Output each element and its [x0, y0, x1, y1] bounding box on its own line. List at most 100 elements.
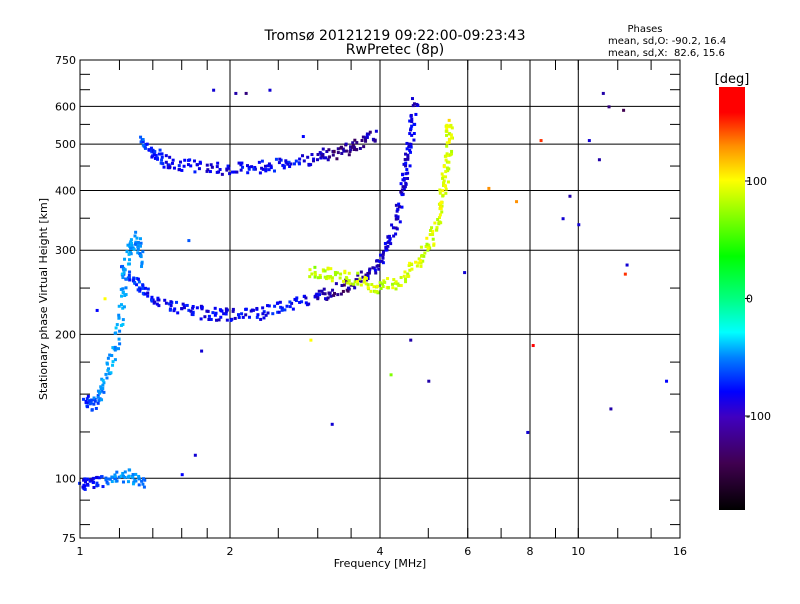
trace-point-X [441, 176, 445, 180]
trace-point-O-lower [409, 127, 413, 131]
trace-point-O-upper [250, 165, 254, 169]
trace-point-O-lower [384, 248, 388, 252]
trace-point-X [435, 226, 439, 230]
trace-point-X [313, 273, 317, 277]
trace-point-O-lower [261, 306, 265, 310]
trace-point-O-lower [135, 276, 139, 280]
trace-point-O-lower [347, 286, 351, 290]
trace-point-X [419, 264, 423, 268]
trace-point-O-upper [363, 136, 367, 140]
trace-point-X [445, 166, 449, 170]
trace-point-O-lower [176, 311, 180, 315]
trace-point-O-upper [239, 168, 243, 172]
trace-point-X [439, 205, 443, 209]
trace-point-O-upper [160, 152, 164, 156]
trace-point-O-upper [186, 163, 190, 167]
trace-point-O-upper [371, 137, 375, 141]
trace-point-O-upper [344, 142, 348, 146]
trace-point-low [117, 316, 121, 320]
trace-point-bottom [106, 482, 110, 486]
trace-point-X [433, 221, 437, 225]
trace-point-O-lower [141, 286, 145, 290]
trace-point-low [105, 362, 109, 366]
trace-point-O-lower [255, 306, 259, 310]
scatter-point [526, 430, 530, 434]
trace-point-X [414, 260, 418, 264]
trace-point-X [335, 271, 339, 275]
trace-point-X [326, 266, 330, 270]
trace-point-O-upper [189, 164, 193, 168]
scatter-point [609, 407, 613, 411]
trace-point-O-lower [395, 209, 399, 213]
scatter-point [409, 338, 413, 342]
trace-point-O-lower [329, 294, 333, 298]
trace-point-O-upper [164, 160, 168, 164]
colorbar-ticks: 100 0 -100 [745, 175, 771, 423]
trace-point-O-lower [250, 308, 254, 312]
trace-point-O-upper [351, 141, 355, 145]
trace-point-low [104, 372, 108, 376]
trace-point-O-upper [266, 164, 270, 168]
trace-point-X [313, 275, 317, 279]
trace-point-O-upper [353, 146, 357, 150]
trace-point-O-upper [263, 164, 267, 168]
trace-point-O-lower [404, 152, 408, 156]
trace-point-X [450, 136, 454, 140]
trace-point-O-lower [224, 310, 228, 314]
trace-point-O-upper [206, 168, 210, 172]
trace-point-O-upper [239, 163, 243, 167]
trace-point-O-lower [128, 278, 132, 282]
trace-point-X [446, 124, 450, 128]
trace-point-O-lower [336, 293, 340, 297]
trace-point-O-upper [319, 156, 323, 160]
trace-point-O-lower [359, 279, 363, 283]
trace-point-X [437, 222, 441, 226]
trace-point-O-lower [229, 318, 233, 322]
trace-point-bottom [131, 473, 135, 477]
trace-point-X [420, 254, 424, 258]
trace-point-O-lower [163, 298, 167, 302]
trace-point-O-lower [143, 286, 147, 290]
trace-point-O-lower [359, 270, 363, 274]
trace-point-low [132, 247, 136, 251]
trace-point-O-upper [284, 160, 288, 164]
trace-point-O-upper [235, 170, 239, 174]
trace-point-X [383, 280, 387, 284]
trace-point-O-upper [139, 140, 143, 144]
trace-point-O-upper [306, 155, 310, 159]
trace-point-O-lower [136, 277, 140, 281]
trace-point-O-lower [155, 302, 159, 306]
trace-point-X [447, 160, 451, 164]
scatter-point [301, 135, 305, 139]
trace-point-X [328, 275, 332, 279]
trace-point-O-upper [365, 132, 369, 136]
trace-point-bottom [121, 471, 125, 475]
trace-point-X [423, 251, 427, 255]
trace-point-O-lower [298, 300, 302, 304]
trace-point-O-upper [324, 156, 328, 160]
scatter-point [587, 139, 591, 143]
trace-point-X [338, 276, 342, 280]
trace-point-O-lower [127, 276, 131, 280]
trace-point-X [436, 217, 440, 221]
trace-point-low [121, 287, 125, 291]
trace-point-O-upper [264, 168, 268, 172]
y-axis-label: Stationary phase Virtual Height [km] [37, 198, 50, 400]
trace-point-O-lower [340, 284, 344, 288]
trace-point-O-lower [131, 278, 135, 282]
trace-point-X [426, 246, 430, 250]
trace-point-low [118, 342, 122, 346]
trace-point-X [356, 271, 360, 275]
trace-point-bottom [100, 475, 104, 479]
trace-point-O-lower [121, 264, 125, 268]
trace-point-O-upper [365, 134, 369, 138]
trace-point-O-upper [183, 158, 187, 162]
trace-point-O-upper [170, 161, 174, 165]
trace-point-O-lower [378, 260, 382, 264]
trace-point-bottom [104, 476, 108, 480]
trace-point-O-lower [217, 318, 221, 322]
trace-point-X [404, 280, 408, 284]
colorbar [719, 87, 745, 510]
trace-point-X [323, 269, 327, 273]
trace-point-O-lower [213, 306, 217, 310]
